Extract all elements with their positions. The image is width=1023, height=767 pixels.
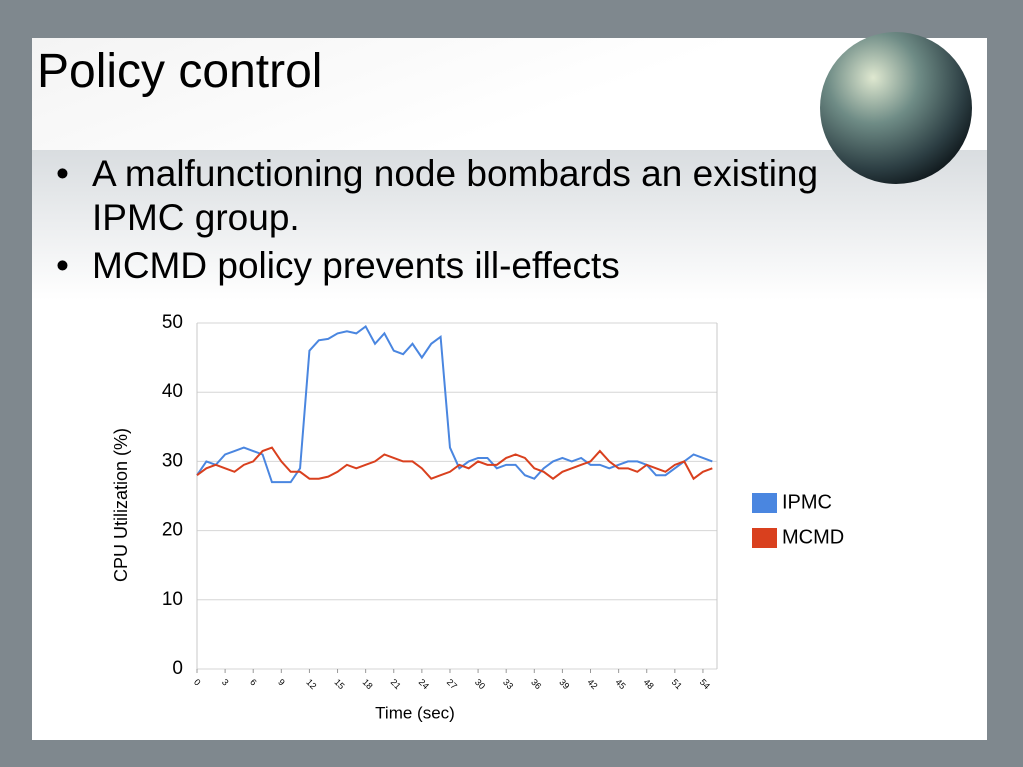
slide-title: Policy control [37,45,323,98]
x-tick-label: 6 [248,677,259,688]
y-tick-label: 30 [162,450,183,471]
series-line [196,324,713,484]
bullet-list: A malfunctioning node bombards an existi… [52,152,912,292]
y-axis-label: CPU Utilization (%) [111,428,131,582]
legend-swatch [752,528,777,548]
y-tick-label: 50 [162,312,183,333]
x-tick-label: 3 [220,677,231,688]
x-tick-label: 0 [192,677,203,688]
legend-label: IPMC [782,491,832,513]
series-line [196,446,713,481]
y-tick-label: 40 [162,381,183,402]
legend-label: MCMD [782,526,844,548]
legend-swatch [752,493,777,513]
chart-panel [100,305,967,735]
y-tick-label: 10 [162,589,183,610]
x-axis-label: Time (sec) [375,703,455,722]
y-tick-label: 20 [162,520,183,541]
x-tick-label: 9 [276,677,287,688]
bullet: MCMD policy prevents ill-effects [52,244,912,288]
y-tick-label: 0 [172,658,183,679]
globe-icon [820,32,972,184]
bullet: A malfunctioning node bombards an existi… [52,152,912,240]
